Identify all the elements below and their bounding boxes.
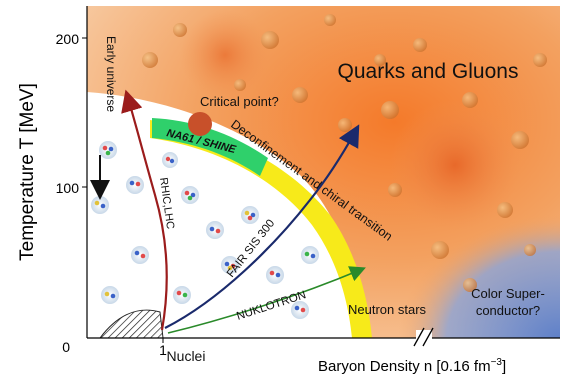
axis-break xyxy=(413,327,434,347)
neutron-stars-label: Neutron stars xyxy=(348,302,427,317)
nuclei-bump xyxy=(98,309,164,339)
fair-arrow xyxy=(164,124,360,329)
nuclei-label: Nuclei xyxy=(167,348,206,364)
early-universe-label: Early universe xyxy=(104,36,118,112)
color-superconductor-label-line2: conductor? xyxy=(476,303,540,318)
y-axis-label: Temperature T [MeV] xyxy=(17,83,38,261)
dense-blob xyxy=(180,10,270,100)
hadron-gas-region xyxy=(87,92,365,338)
nuklotron-arrow xyxy=(167,266,366,334)
na61-band xyxy=(152,118,268,176)
x-tick-label-1: 1 xyxy=(159,342,167,358)
rhic-lhc-arrow xyxy=(121,89,168,331)
critical-point-marker xyxy=(188,112,212,136)
critical-point-label: Critical point? xyxy=(200,94,279,109)
color-superconductor-label-line1: Color Super- xyxy=(471,286,545,301)
color-superconductor-region xyxy=(380,200,560,338)
x-axis-label: Baryon Density n [0.16 fm−3] xyxy=(318,357,506,375)
y-tick-label-200: 200 xyxy=(56,31,80,47)
quarks-gluons-label: Quarks and Gluons xyxy=(338,60,519,83)
y-tick-label-0: 0 xyxy=(62,339,70,355)
dense-blob xyxy=(390,100,520,230)
hadrons xyxy=(91,141,319,319)
y-tick-label-100: 100 xyxy=(56,180,80,196)
